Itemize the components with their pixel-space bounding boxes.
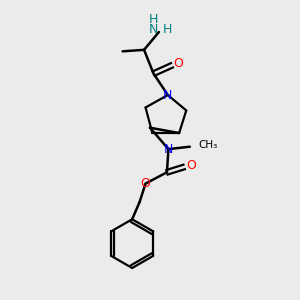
Text: N: N <box>164 142 173 156</box>
Text: N: N <box>163 88 172 101</box>
Text: CH₃: CH₃ <box>198 140 218 150</box>
Text: H: H <box>163 23 172 36</box>
Text: O: O <box>141 177 151 190</box>
Text: N: N <box>149 23 158 36</box>
Text: O: O <box>174 57 184 70</box>
Text: H: H <box>149 13 158 26</box>
Text: O: O <box>186 159 196 172</box>
